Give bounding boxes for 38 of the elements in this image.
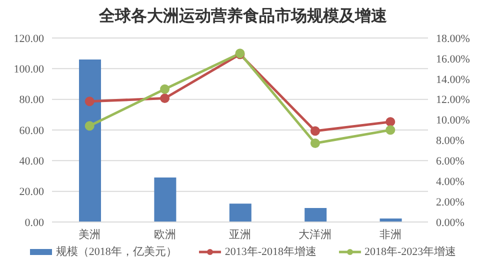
- y2-tick-label: 12.00%: [436, 94, 470, 106]
- y2-tick-label: 8.00%: [436, 135, 464, 148]
- y-tick-label: 120.00: [14, 32, 44, 45]
- y2-tick-label: 6.00%: [436, 156, 464, 168]
- y2-tick-label: 18.00%: [436, 32, 470, 45]
- y-tick-label: 100.00: [14, 64, 44, 76]
- legend-label: 2018年-2023年增速: [364, 245, 456, 259]
- point: [386, 125, 396, 135]
- point: [160, 84, 170, 94]
- y-tick-label: 40.00: [19, 156, 44, 168]
- point: [84, 121, 94, 131]
- x-tick-label: 欧洲: [154, 228, 176, 241]
- y-tick-label: 60.00: [19, 124, 44, 137]
- bar: [154, 178, 176, 222]
- x-tick-label: 大洋洲: [298, 228, 332, 241]
- point: [310, 138, 320, 148]
- chart-title: 全球各大洲运动营养食品市场规模及增速: [98, 6, 388, 27]
- legend-label: 规模（2018年，亿美元）: [56, 244, 177, 259]
- point: [386, 117, 396, 127]
- bar: [304, 208, 327, 222]
- point: [84, 96, 94, 106]
- x-tick-label: 非洲: [379, 228, 402, 241]
- y-tick-label: 20.00: [19, 186, 44, 198]
- y2-tick-label: 4.00%: [436, 176, 464, 188]
- bar: [229, 204, 252, 222]
- y2-tick-label: 0.00%: [436, 216, 464, 229]
- y-tick-label: 0.00: [24, 216, 44, 229]
- y2-tick-label: 16.00%: [436, 53, 470, 66]
- x-tick-label: 美洲: [78, 228, 101, 241]
- legend-label: 2013年-2018年增速: [224, 245, 316, 259]
- point: [310, 126, 320, 136]
- y-tick-label: 80.00: [19, 94, 44, 106]
- y2-tick-label: 2.00%: [436, 196, 464, 208]
- bar: [79, 59, 101, 222]
- y2-tick-label: 14.00%: [436, 74, 470, 86]
- point: [160, 94, 170, 104]
- x-tick-label: 亚洲: [229, 228, 251, 241]
- y2-tick-label: 10.00%: [436, 114, 470, 127]
